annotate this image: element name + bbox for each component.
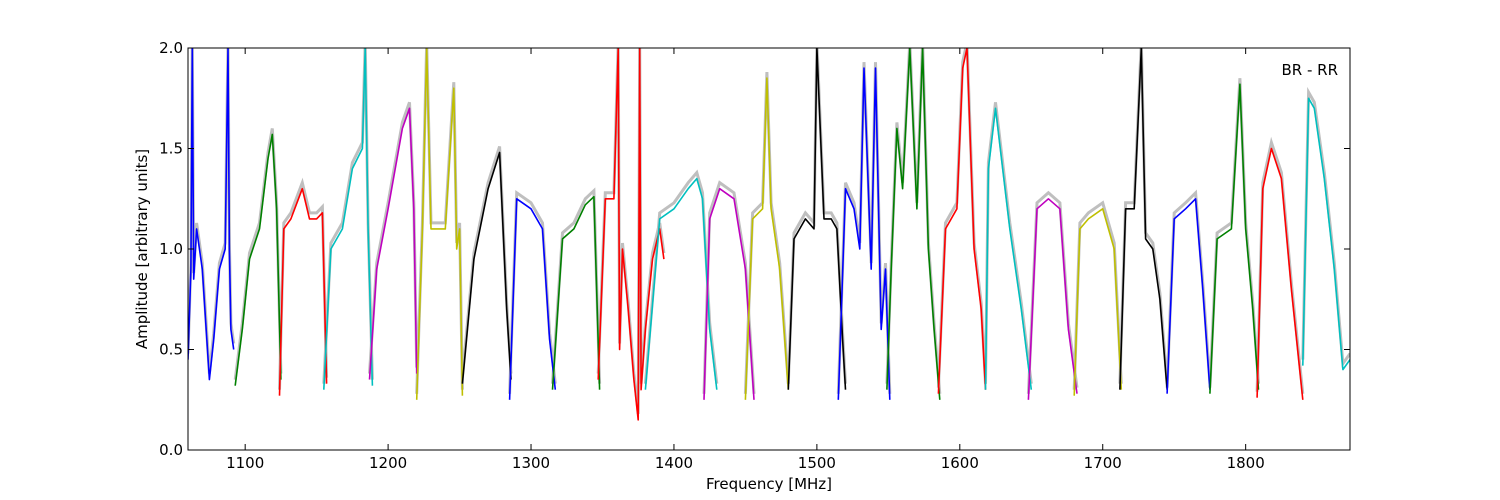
background-spectrum-18 (984, 102, 1033, 384)
series-line-14 (787, 48, 847, 390)
background-spectrum-5 (368, 101, 419, 374)
background-spectrum-16 (885, 48, 942, 394)
series-line-24 (1256, 147, 1304, 400)
series-line-10 (597, 48, 665, 421)
series-line-23 (1209, 83, 1260, 394)
background-spectrum-21 (1118, 48, 1169, 384)
series-line-21 (1119, 48, 1168, 390)
y-tick-label: 0.5 (159, 341, 183, 359)
series-line-5 (368, 107, 418, 380)
series-line-9 (551, 195, 601, 390)
series-line-19 (1027, 198, 1078, 400)
series-line-17 (937, 48, 987, 394)
series-line-18 (984, 107, 1033, 390)
y-tick-label: 1.5 (159, 140, 183, 158)
background-spectrum-20 (1072, 200, 1123, 390)
background-spectrum-15 (836, 62, 892, 394)
background-spectrum-10 (596, 48, 666, 415)
y-tick-label: 2.0 (159, 39, 183, 57)
series-line-22 (1166, 198, 1211, 394)
y-tick-label: 1.0 (159, 240, 183, 258)
background-spectrum-23 (1208, 78, 1260, 388)
x-tick-label: 1800 (1227, 454, 1265, 472)
x-tick-label: 1200 (369, 454, 407, 472)
series-line-6 (415, 48, 464, 400)
background-spectrum-7 (460, 146, 513, 378)
x-axis-label: Frequency [MHz] (706, 475, 832, 493)
x-tick-label: 1100 (226, 454, 264, 472)
series-line-1 (188, 48, 235, 381)
series-line-25 (1302, 97, 1350, 371)
series-line-7 (461, 151, 512, 384)
x-tick-label: 1400 (655, 454, 693, 472)
x-tick-label: 1700 (1084, 454, 1122, 472)
x-tick-label: 1600 (941, 454, 979, 472)
series-line-20 (1073, 208, 1123, 396)
chart-annotation: BR - RR (1281, 61, 1338, 79)
series-line-11 (644, 177, 718, 390)
plot-area: 1100 1200 1300 1400 1500 1600 1700 1800 0.0 0.5 1.… (159, 39, 1351, 472)
background-spectrum-13 (743, 72, 790, 394)
y-tick-label: 0.0 (159, 441, 183, 459)
y-axis-label: Amplitude [arbitrary units] (133, 149, 151, 349)
series-line-3 (278, 187, 328, 396)
x-tick-label: 1300 (512, 454, 550, 472)
background-spectrum-3 (278, 177, 329, 390)
x-tick-label: 1500 (798, 454, 836, 472)
series-line-12 (703, 187, 755, 400)
background-spectrum-25 (1301, 86, 1350, 368)
series-line-16 (886, 48, 941, 400)
background-spectrum-4 (322, 48, 374, 384)
series-line-2 (234, 133, 282, 386)
series-line-15 (837, 67, 891, 400)
series-line-13 (744, 77, 790, 400)
series-line-4 (323, 48, 374, 390)
series-line-8 (508, 198, 557, 400)
